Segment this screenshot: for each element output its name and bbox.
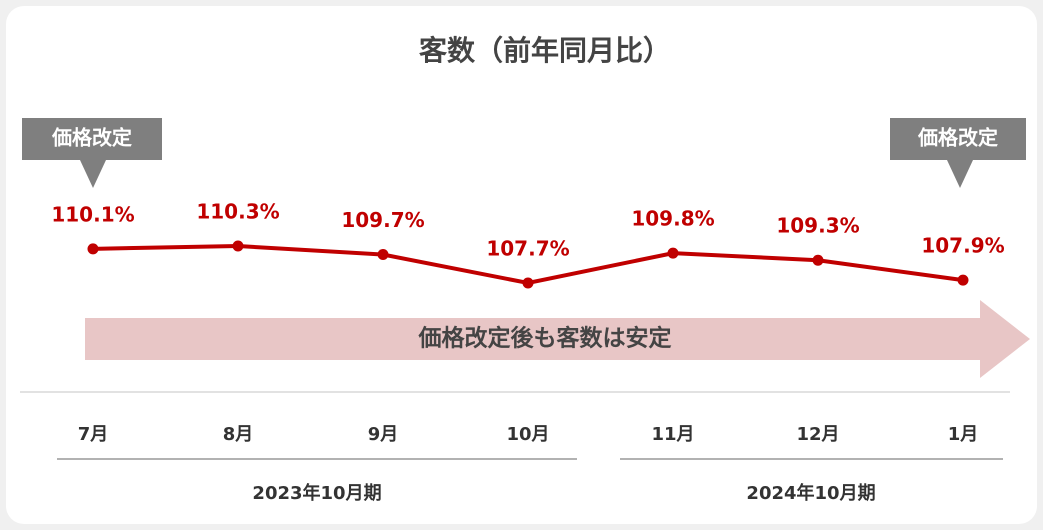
data-label: 110.3% — [196, 200, 279, 224]
data-label: 107.9% — [921, 234, 1004, 258]
data-label: 109.3% — [776, 214, 859, 238]
callout-box — [890, 118, 1026, 160]
point — [522, 277, 534, 289]
callout-box — [22, 118, 162, 160]
x-tick-label: 8月 — [223, 424, 254, 445]
x-tick-label: 10月 — [506, 424, 549, 445]
callout-pointer — [947, 160, 973, 188]
callout-pointer — [80, 160, 106, 188]
x-tick-label: 1月 — [948, 424, 979, 445]
point — [87, 243, 99, 255]
arrow-text: 価格改定後も客数は安定 — [418, 325, 672, 352]
point — [812, 254, 824, 266]
card — [6, 6, 1037, 524]
x-tick-label: 7月 — [78, 424, 109, 445]
callout: 価格改定 — [22, 118, 162, 188]
data-label: 109.8% — [631, 207, 714, 231]
data-label: 107.7% — [486, 237, 569, 261]
group-label: 2024年10月期 — [746, 482, 875, 504]
x-tick-label: 12月 — [796, 424, 839, 445]
chart-title: 客数（前年同月比） — [419, 34, 671, 67]
point — [377, 249, 389, 261]
data-label: 110.1% — [51, 202, 134, 226]
arrow — [85, 300, 1030, 378]
x-tick-label: 11月 — [651, 424, 694, 445]
point — [667, 247, 679, 259]
x-tick-label: 9月 — [368, 424, 399, 445]
callout: 価格改定 — [890, 118, 1026, 188]
group-label: 2023年10月期 — [252, 482, 381, 504]
point — [957, 274, 969, 286]
callout-text: 価格改定 — [51, 126, 132, 150]
callout-text: 価格改定 — [917, 126, 998, 150]
data-label: 109.7% — [341, 208, 424, 232]
point — [232, 240, 244, 252]
